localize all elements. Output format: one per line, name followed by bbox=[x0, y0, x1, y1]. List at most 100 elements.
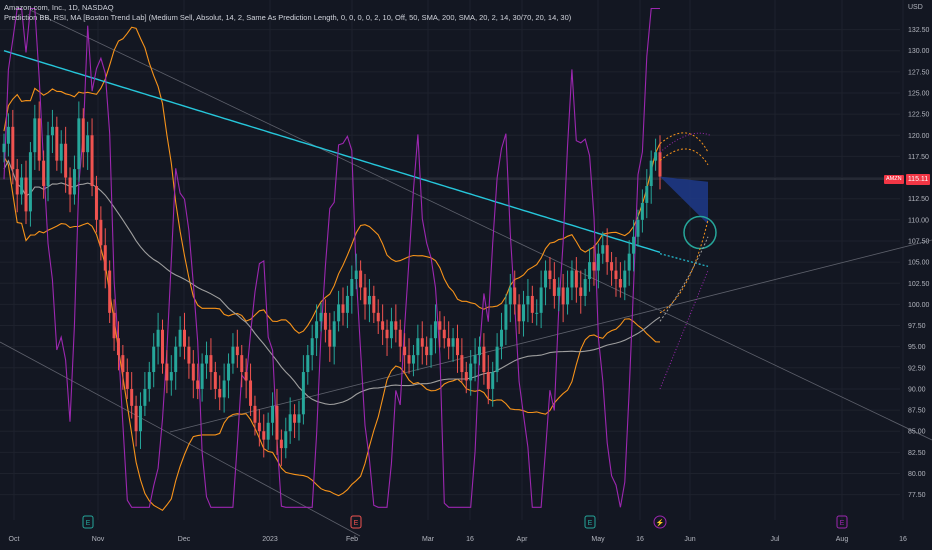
candle-body bbox=[213, 372, 217, 389]
candle-body bbox=[94, 186, 98, 220]
candle-body bbox=[574, 270, 578, 288]
candle-body bbox=[486, 372, 490, 389]
candle-body bbox=[222, 380, 226, 398]
candle-body bbox=[156, 329, 160, 347]
bollinger-upper bbox=[3, 26, 661, 334]
candle-body bbox=[601, 245, 605, 254]
candle-body bbox=[86, 135, 90, 153]
candle-body bbox=[614, 270, 618, 280]
candle-body bbox=[473, 355, 477, 364]
candle-body bbox=[169, 372, 173, 381]
legend-indicator-line: Prediction BB, RSI, MA [Boston Trend Lab… bbox=[4, 13, 572, 22]
candle-body bbox=[235, 346, 239, 356]
candle-body bbox=[398, 329, 402, 347]
x-tick-label: Jul bbox=[771, 536, 780, 543]
candle-body bbox=[345, 295, 349, 313]
candle-body bbox=[455, 338, 459, 356]
event-marker-icon: E bbox=[350, 515, 362, 529]
rsi-overlay bbox=[3, 7, 660, 508]
candle-body bbox=[522, 304, 526, 322]
candle-body bbox=[178, 329, 182, 347]
candle-body bbox=[152, 346, 156, 373]
candle-body bbox=[605, 245, 609, 263]
candle-body bbox=[138, 405, 142, 432]
symbol-price-tag: AMZN bbox=[884, 175, 904, 184]
y-tick-label: 77.50 bbox=[908, 492, 926, 499]
x-tick-label: Jun bbox=[684, 536, 695, 543]
candle-body bbox=[46, 135, 50, 187]
candle-body bbox=[508, 287, 512, 305]
candle-body bbox=[323, 312, 327, 330]
candle-body bbox=[627, 253, 631, 271]
candle-body bbox=[447, 338, 451, 347]
candle-body bbox=[596, 253, 600, 271]
candle-body bbox=[407, 355, 411, 364]
candle-body bbox=[183, 329, 187, 347]
x-tick-label: May bbox=[591, 536, 605, 543]
y-tick-label: 127.50 bbox=[908, 69, 930, 76]
projected-rsi bbox=[659, 270, 709, 390]
candle-body bbox=[293, 414, 297, 423]
candle-body bbox=[191, 363, 195, 381]
candle-body bbox=[68, 177, 72, 195]
candle-body bbox=[389, 321, 393, 339]
candle-body bbox=[174, 346, 178, 373]
candle-body bbox=[350, 279, 354, 296]
candle-body bbox=[566, 287, 570, 305]
trendlines bbox=[0, 9, 932, 537]
candle-body bbox=[530, 295, 534, 313]
candle-body bbox=[200, 363, 204, 389]
candle-body bbox=[539, 287, 543, 313]
candle-body bbox=[160, 329, 164, 364]
x-tick-label: Aug bbox=[836, 536, 849, 543]
candle-body bbox=[315, 321, 319, 339]
candle-body bbox=[526, 295, 530, 305]
candle-body bbox=[33, 118, 37, 153]
candle-body bbox=[103, 245, 107, 271]
sma-50-line bbox=[3, 159, 661, 406]
candle-body bbox=[592, 262, 596, 271]
candle-body bbox=[125, 372, 129, 389]
candle-body bbox=[50, 126, 54, 136]
event-marker-icon: E bbox=[836, 515, 848, 529]
candle-body bbox=[561, 287, 565, 305]
event-marker-icon: E bbox=[82, 515, 94, 529]
y-tick-label: 105.00 bbox=[908, 260, 930, 267]
candle-body bbox=[411, 355, 415, 364]
candle-body bbox=[301, 372, 305, 415]
candle-body bbox=[90, 135, 94, 187]
chart-legend: Amazon.com, Inc., 1D, NASDAQ Prediction … bbox=[4, 3, 571, 23]
candle-body bbox=[59, 143, 63, 161]
y-tick-label: 90.00 bbox=[908, 386, 926, 393]
candle-body bbox=[121, 355, 125, 373]
candle-body bbox=[552, 279, 556, 296]
candle-body bbox=[231, 346, 235, 364]
candle-body bbox=[306, 355, 310, 373]
candle-body bbox=[433, 321, 437, 339]
y-tick-label: 117.50 bbox=[908, 154, 929, 161]
candle-body bbox=[253, 405, 257, 423]
x-tick-label: Mar bbox=[422, 536, 435, 543]
projected-rsi-upper bbox=[659, 132, 711, 153]
candle-body bbox=[332, 321, 336, 347]
earnings-box bbox=[584, 515, 596, 529]
event-marker-label: E bbox=[840, 520, 845, 527]
candle-body bbox=[438, 321, 442, 330]
candle-body bbox=[570, 270, 574, 288]
trendline-lower bbox=[0, 341, 361, 537]
candle-body bbox=[244, 372, 248, 381]
y-tick-label: 125.00 bbox=[908, 91, 930, 98]
candle-body bbox=[196, 380, 200, 389]
candle-body bbox=[491, 372, 495, 389]
time-axis[interactable]: Oct Nov Dec 2023 Feb Mar 16 Apr May 16 Jun Jul Aug 16 bbox=[9, 536, 907, 543]
earnings-box bbox=[836, 515, 848, 529]
x-tick-label: 16 bbox=[466, 536, 474, 543]
y-tick-label: 132.50 bbox=[908, 27, 930, 34]
candle-body bbox=[636, 219, 640, 237]
candle-body bbox=[37, 118, 41, 161]
candle-body bbox=[24, 177, 28, 212]
candle-body bbox=[429, 338, 433, 356]
candle-body bbox=[240, 355, 244, 373]
